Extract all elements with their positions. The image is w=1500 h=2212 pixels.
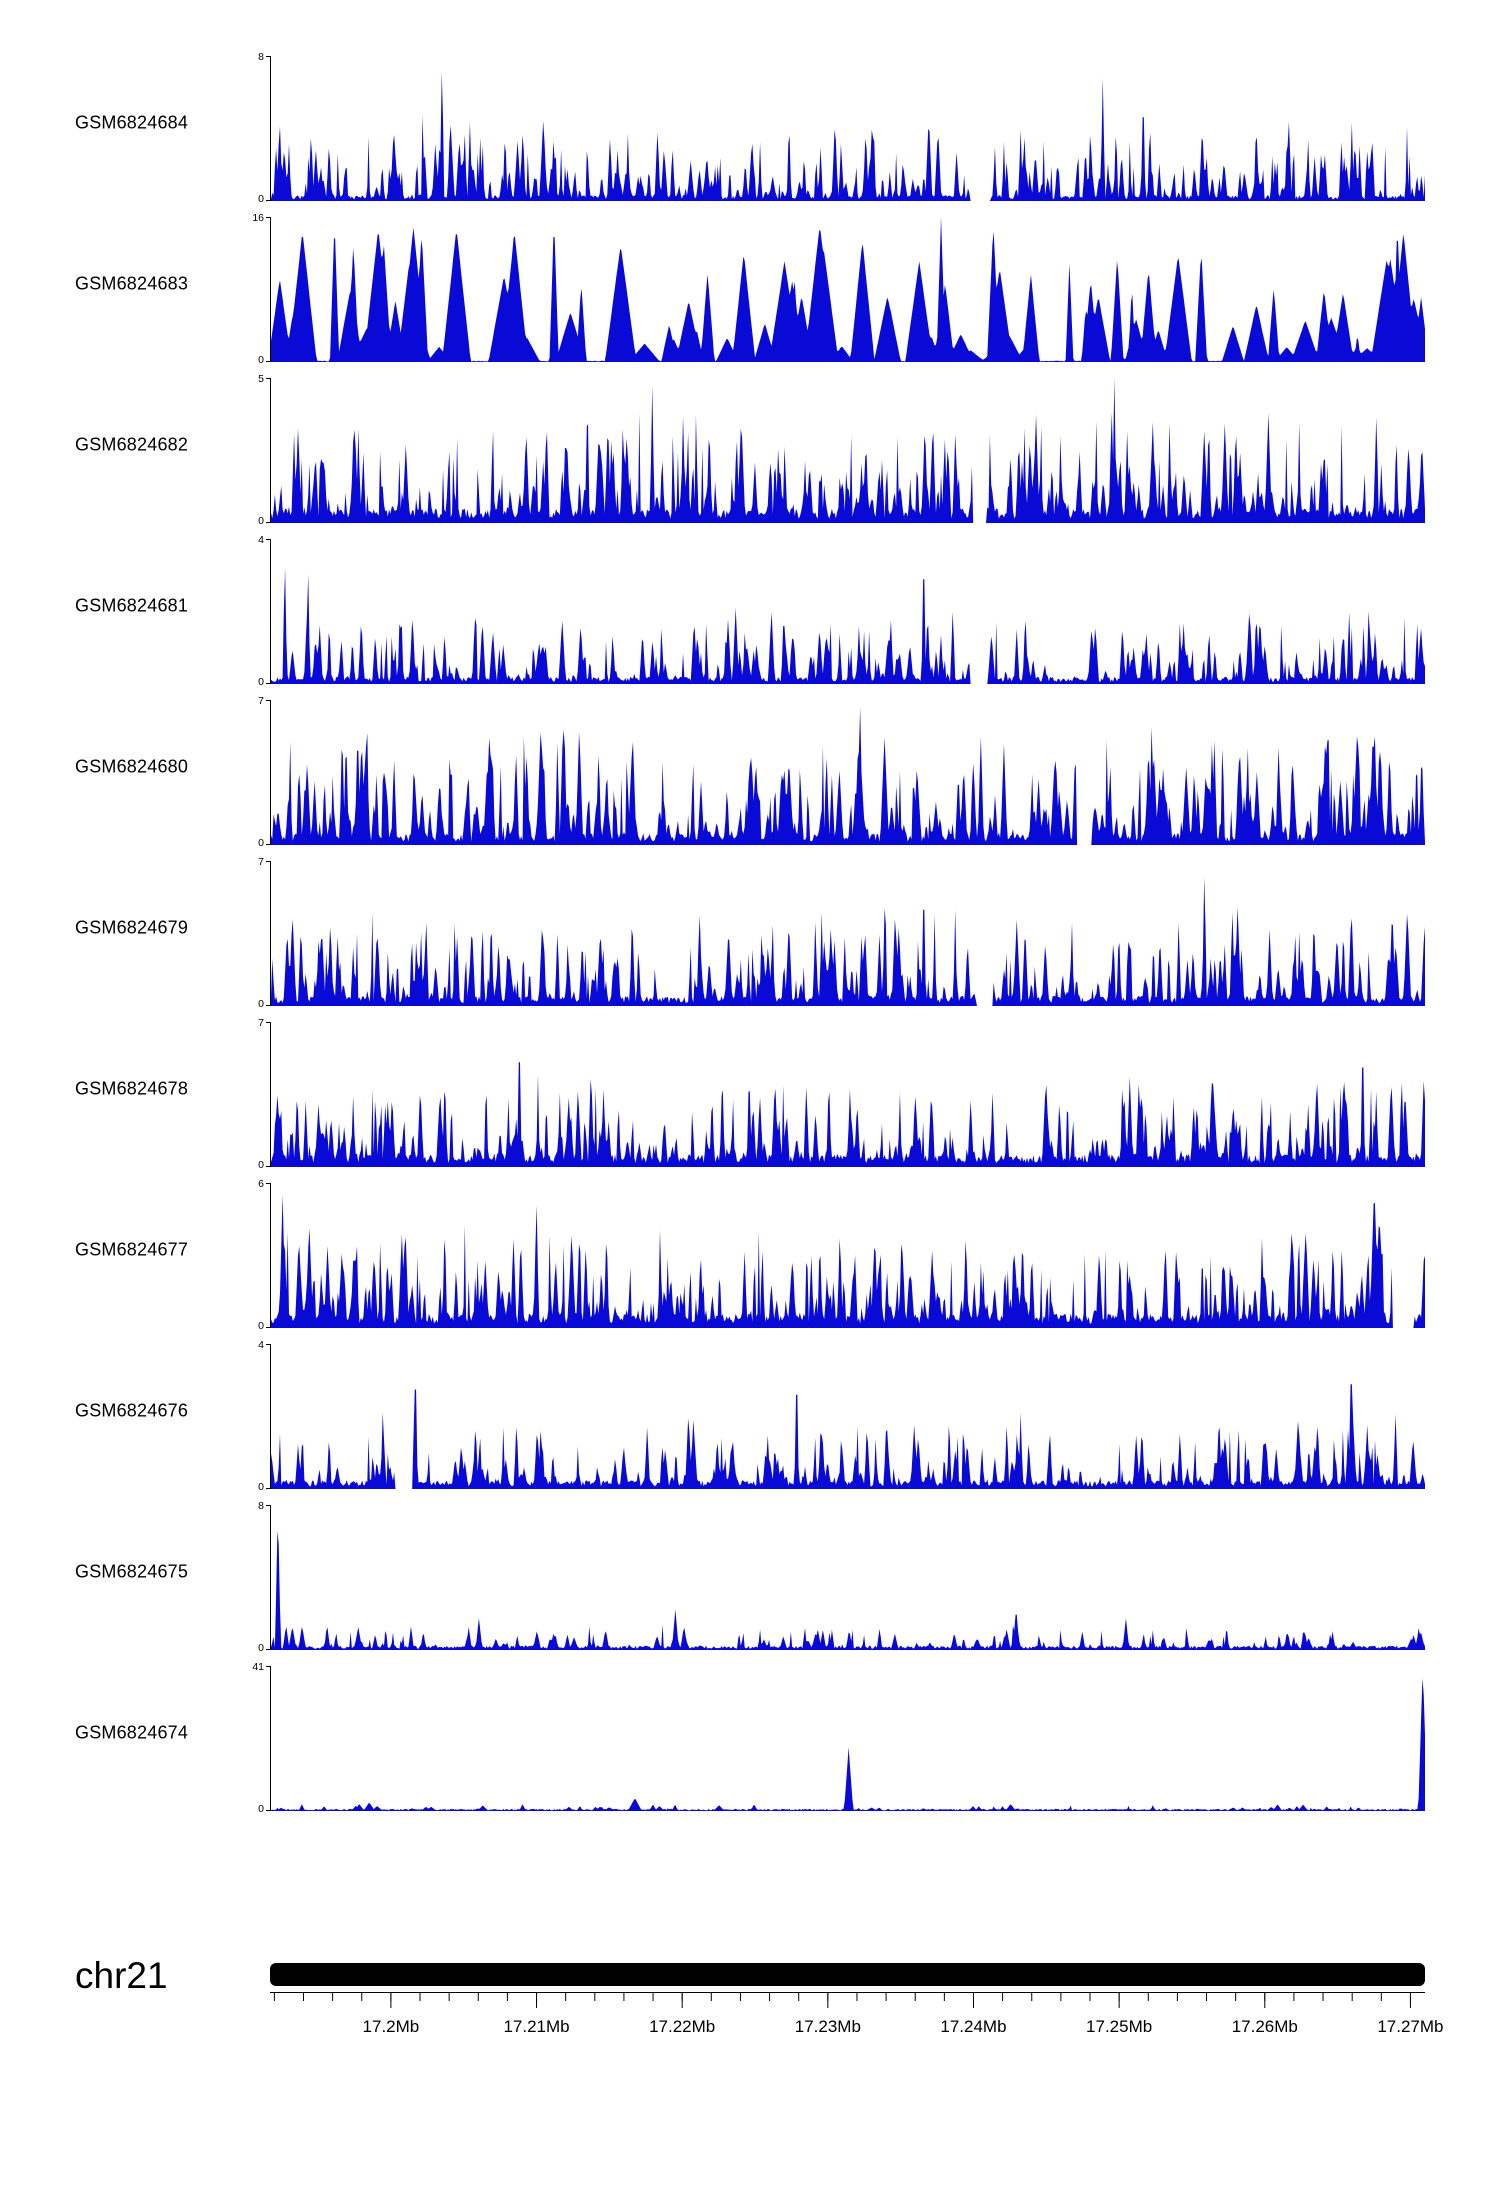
coverage-signal xyxy=(271,217,1425,362)
track-label: GSM6824679 xyxy=(75,917,189,937)
y-axis-max-label: 7 xyxy=(258,695,264,707)
coverage-signal xyxy=(271,1194,1425,1328)
track-label: GSM6824678 xyxy=(75,1078,189,1098)
track-label: GSM6824681 xyxy=(75,595,189,615)
y-axis-zero-label: 0 xyxy=(258,1480,264,1493)
signal-track: GSM6824682 5 0 xyxy=(0,364,1500,526)
y-axis-zero-label: 0 xyxy=(258,1319,264,1332)
y-axis-zero-label: 0 xyxy=(258,675,264,688)
coverage-signal xyxy=(271,1678,1425,1811)
tracks-area: GSM6824684 8 0 GSM6824683 16 0 GSM682468… xyxy=(0,42,1500,1814)
chromosome-axis-section: chr21 17.2Mb 17.21Mb 17.22Mb 17.23Mb 17.24Mb… xyxy=(0,1955,1500,2103)
coverage-signal xyxy=(271,877,1425,1006)
track-plot: 7 0 xyxy=(258,857,1425,1009)
genome-axis-ruler: 17.2Mb 17.21Mb 17.22Mb 17.23Mb 17.24Mb 17.25M… xyxy=(270,1992,1444,2036)
y-axis-max-label: 16 xyxy=(252,212,264,224)
track-label: GSM6824675 xyxy=(75,1561,189,1581)
track-label: GSM6824674 xyxy=(75,1722,189,1742)
svg-text:17.25Mb: 17.25Mb xyxy=(1086,2017,1152,2036)
track-plot: 8 0 xyxy=(258,52,1425,204)
signal-track: GSM6824677 6 0 xyxy=(0,1169,1500,1331)
svg-text:17.2Mb: 17.2Mb xyxy=(363,2017,420,2036)
track-plot: 8 0 xyxy=(258,1501,1425,1653)
coverage-signal xyxy=(271,568,1425,684)
y-axis-zero-label: 0 xyxy=(258,514,264,527)
track-plot: 41 0 xyxy=(252,1662,1425,1814)
coverage-signal xyxy=(271,378,1425,523)
y-axis-max-label: 5 xyxy=(258,373,264,385)
chromosome-ideogram xyxy=(270,1963,1425,1986)
y-axis-max-label: 4 xyxy=(258,1339,264,1351)
y-axis-zero-label: 0 xyxy=(258,353,264,366)
track-label: GSM6824677 xyxy=(75,1239,189,1259)
y-axis-zero-label: 0 xyxy=(258,192,264,205)
signal-track: GSM6824678 7 0 xyxy=(0,1008,1500,1170)
track-label: GSM6824676 xyxy=(75,1400,189,1420)
chromosome-label: chr21 xyxy=(75,1955,168,1996)
y-axis-zero-label: 0 xyxy=(258,1641,264,1654)
coverage-signal xyxy=(271,1384,1425,1489)
signal-track: GSM6824675 8 0 xyxy=(0,1491,1500,1653)
coverage-signal xyxy=(271,1530,1425,1650)
track-label: GSM6824682 xyxy=(75,434,189,454)
coverage-signal xyxy=(271,72,1425,201)
svg-text:17.26Mb: 17.26Mb xyxy=(1232,2017,1298,2036)
y-axis-zero-label: 0 xyxy=(258,836,264,849)
track-plot: 5 0 xyxy=(258,374,1425,526)
y-axis-max-label: 4 xyxy=(258,534,264,546)
signal-track: GSM6824681 4 0 xyxy=(0,525,1500,687)
y-axis-max-label: 8 xyxy=(258,1500,264,1512)
y-axis-max-label: 8 xyxy=(258,51,264,63)
track-plot: 7 0 xyxy=(258,696,1425,848)
track-plot: 4 0 xyxy=(258,1340,1425,1492)
signal-track: GSM6824684 8 0 xyxy=(0,42,1500,204)
signal-track: GSM6824680 7 0 xyxy=(0,686,1500,848)
svg-text:17.23Mb: 17.23Mb xyxy=(795,2017,861,2036)
track-plot: 4 0 xyxy=(258,535,1425,687)
track-label: GSM6824680 xyxy=(75,756,189,776)
svg-text:17.27Mb: 17.27Mb xyxy=(1377,2017,1443,2036)
y-axis-max-label: 7 xyxy=(258,856,264,868)
y-axis-max-label: 6 xyxy=(258,1178,264,1190)
coverage-signal xyxy=(271,1062,1425,1167)
signal-track: GSM6824679 7 0 xyxy=(0,847,1500,1009)
y-axis-zero-label: 0 xyxy=(258,1158,264,1171)
chromosome-axis-area: 17.2Mb 17.21Mb 17.22Mb 17.23Mb 17.24Mb 17.25M… xyxy=(270,1963,1444,2044)
svg-text:17.24Mb: 17.24Mb xyxy=(940,2017,1006,2036)
y-axis-zero-label: 0 xyxy=(258,1802,264,1815)
track-plot: 16 0 xyxy=(252,213,1425,365)
svg-text:17.21Mb: 17.21Mb xyxy=(503,2017,569,2036)
signal-track: GSM6824683 16 0 xyxy=(0,203,1500,365)
track-plot: 7 0 xyxy=(258,1018,1425,1170)
svg-text:17.22Mb: 17.22Mb xyxy=(649,2017,715,2036)
signal-track: GSM6824676 4 0 xyxy=(0,1330,1500,1492)
track-plot: 6 0 xyxy=(258,1179,1425,1331)
track-label: GSM6824683 xyxy=(75,273,189,293)
signal-track: GSM6824674 41 0 xyxy=(0,1652,1500,1814)
track-label: GSM6824684 xyxy=(75,112,189,132)
y-axis-max-label: 7 xyxy=(258,1017,264,1029)
y-axis-max-label: 41 xyxy=(252,1661,264,1673)
y-axis-zero-label: 0 xyxy=(258,997,264,1010)
coverage-signal xyxy=(271,707,1425,845)
